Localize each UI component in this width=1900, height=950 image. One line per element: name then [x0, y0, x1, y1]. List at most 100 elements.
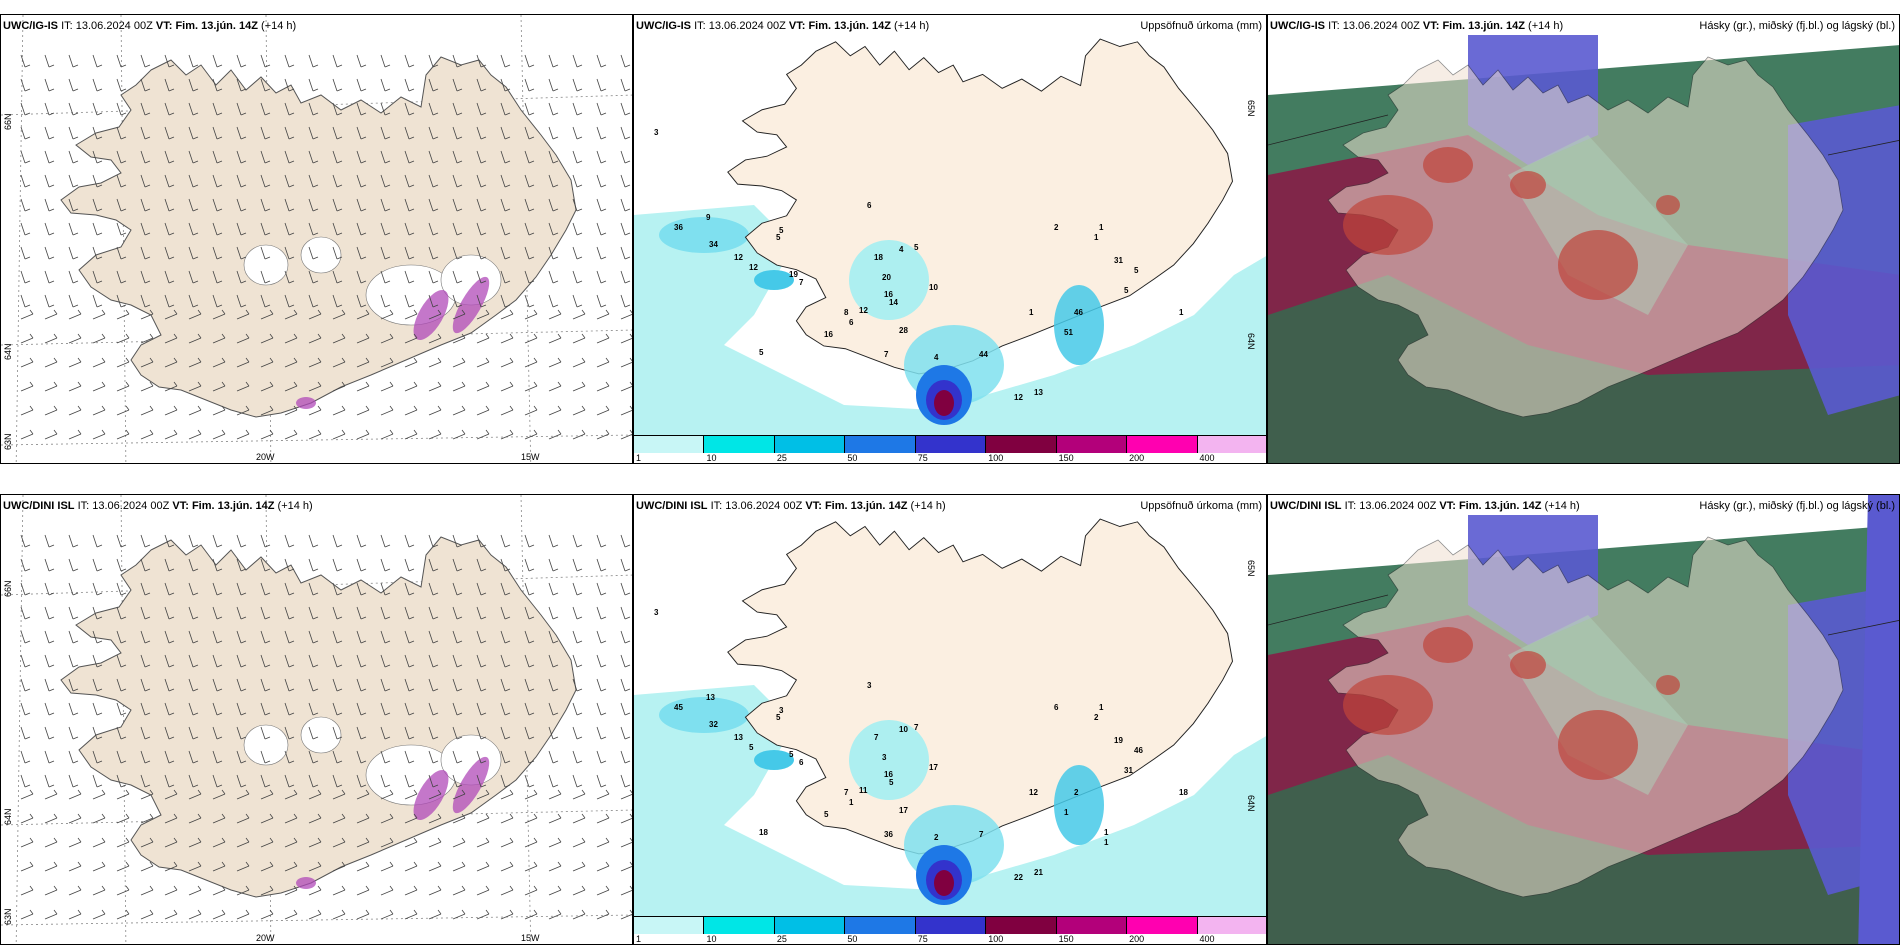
lat-label: 63N — [3, 433, 13, 450]
precip-value-label: 2 — [1094, 713, 1099, 722]
panel-title: UWC/IG-IS IT: 13.06.2024 00Z VT: Fim. 13… — [3, 20, 297, 32]
precip-value-label: 1 — [849, 798, 854, 807]
panel-title: UWC/IG-IS IT: 13.06.2024 00Z VT: Fim. 13… — [636, 20, 930, 32]
lon-label: 20W — [256, 452, 275, 462]
precip-value-label: 7 — [844, 788, 849, 797]
panel-title: UWC/DINI ISL IT: 13.06.2024 00Z VT: Fim.… — [636, 500, 946, 512]
colorbar-tick-label: 50 — [847, 453, 858, 463]
precip-value-label: 36 — [884, 830, 893, 839]
colorbar-swatch — [1127, 917, 1198, 934]
colorbar-swatch — [845, 917, 916, 934]
precip-value-label: 16 — [824, 330, 833, 339]
colorbar-tick-label: 150 — [1058, 453, 1074, 463]
precip-value-label: 6 — [1054, 703, 1059, 712]
colorbar-tick-label: 75 — [917, 453, 928, 463]
precip-value-label: 18 — [759, 828, 768, 837]
lat-label: 66N — [3, 113, 13, 130]
precip-value-label: 2 — [1074, 788, 1079, 797]
lat-label: 65N — [1246, 100, 1256, 117]
precip-value-label: 19 — [1114, 736, 1123, 745]
precip-panel-row1: UWC/IG-IS IT: 13.06.2024 00Z VT: Fim. 13… — [633, 14, 1267, 464]
colorbar-swatch — [1056, 436, 1128, 453]
colorbar-tick-label: 200 — [1129, 934, 1145, 944]
colorbar-swatch — [986, 436, 1057, 453]
lat-label: 64N — [1246, 795, 1256, 812]
precip-value-label: 3 — [779, 706, 784, 715]
colorbar-tick-label: 25 — [776, 453, 787, 463]
lat-label: 64N — [3, 343, 13, 360]
lat-label: 65N — [1246, 560, 1256, 577]
precip-value-label: 9 — [706, 213, 711, 222]
colorbar-tick-label: 50 — [847, 934, 858, 944]
precip-value-label: 17 — [899, 806, 908, 815]
precip-value-label: 12 — [1029, 788, 1038, 797]
wind-barb-map — [1, 15, 632, 463]
precip-value-label: 12 — [734, 253, 743, 262]
precip-value-label: 12 — [749, 263, 758, 272]
colorbar-swatch — [845, 436, 916, 453]
lat-label: 64N — [3, 808, 13, 825]
precip-value-label: 3 — [882, 753, 887, 762]
colorbar-swatch — [704, 436, 775, 453]
precip-value-label: 10 — [899, 725, 908, 734]
precip-value-label: 1 — [1179, 308, 1184, 317]
precip-value-label: 11 — [859, 786, 868, 795]
precip-value-label: 4 — [899, 245, 904, 254]
colorbar — [634, 435, 1266, 453]
precip-value-label: 21 — [1034, 868, 1043, 877]
precip-value-label: 5 — [776, 233, 781, 242]
colorbar-tick-label: 1 — [636, 934, 642, 944]
precip-value-label: 12 — [1014, 393, 1023, 402]
precip-value-label: 18 — [1179, 788, 1188, 797]
panel-title: UWC/IG-IS IT: 13.06.2024 00Z VT: Fim. 13… — [1270, 20, 1564, 32]
precip-value-label: 1 — [1099, 223, 1104, 232]
lat-label: 63N — [3, 908, 13, 925]
wind-panel-row2: UWC/DINI ISL IT: 13.06.2024 00Z VT: Fim.… — [0, 494, 633, 945]
precip-value-label: 5 — [824, 810, 829, 819]
precip-value-label: 2 — [1054, 223, 1059, 232]
field-label: Uppsöfnuð úrkoma (mm) — [1140, 500, 1262, 512]
cloud-cover-map — [1268, 495, 1899, 944]
precip-value-label: 18 — [874, 253, 883, 262]
precip-value-label: 28 — [899, 326, 908, 335]
precip-value-label: 7 — [914, 723, 919, 732]
cloud-cover-map — [1268, 15, 1899, 463]
precip-value-label: 8 — [844, 308, 849, 317]
precip-value-label: 5 — [759, 348, 764, 357]
precip-panel-row2: UWC/DINI ISL IT: 13.06.2024 00Z VT: Fim.… — [633, 494, 1267, 945]
precip-value-label: 44 — [979, 350, 988, 359]
colorbar-swatch — [1056, 917, 1128, 934]
field-label: Uppsöfnuð úrkoma (mm) — [1140, 20, 1262, 32]
precip-value-label: 34 — [709, 240, 718, 249]
precip-value-label: 12 — [859, 306, 868, 315]
colorbar-tick-label: 10 — [706, 934, 717, 944]
precip-value-label: 7 — [799, 278, 804, 287]
wind-panel-row1: UWC/IG-IS IT: 13.06.2024 00Z VT: Fim. 13… — [0, 14, 633, 464]
precip-value-label: 1 — [1099, 703, 1104, 712]
colorbar-swatch — [986, 917, 1057, 934]
precip-value-label: 31 — [1114, 256, 1123, 265]
precip-value-label: 32 — [709, 720, 718, 729]
colorbar-tick-label: 400 — [1199, 934, 1215, 944]
colorbar-swatch — [915, 917, 987, 934]
precip-value-label: 10 — [929, 283, 938, 292]
precip-value-label: 1 — [1064, 808, 1069, 817]
field-label: Hásky (gr.), miðský (fj.bl.) og lágský (… — [1699, 20, 1895, 32]
cloud-panel-row1: UWC/IG-IS IT: 13.06.2024 00Z VT: Fim. 13… — [1267, 14, 1900, 464]
precip-value-label: 16 — [884, 770, 893, 779]
precip-value-label: 14 — [889, 298, 898, 307]
precip-value-label: 5 — [1134, 266, 1139, 275]
field-label: Hásky (gr.), miðský (fj.bl.) og lágský (… — [1699, 500, 1895, 512]
precip-value-label: 46 — [1074, 308, 1083, 317]
colorbar-swatch — [774, 436, 846, 453]
lon-label: 15W — [521, 452, 540, 462]
precip-value-label: 3 — [654, 128, 659, 137]
lat-label: 66N — [3, 580, 13, 597]
precip-value-label: 5 — [1124, 286, 1129, 295]
colorbar-tick-label: 25 — [776, 934, 787, 944]
precip-value-label: 1 — [1029, 308, 1034, 317]
colorbar-labels: 1 10 25 50 75 100 150 200 400 — [634, 453, 1266, 463]
colorbar-swatch — [915, 436, 987, 453]
colorbar-tick-label: 100 — [988, 453, 1004, 463]
